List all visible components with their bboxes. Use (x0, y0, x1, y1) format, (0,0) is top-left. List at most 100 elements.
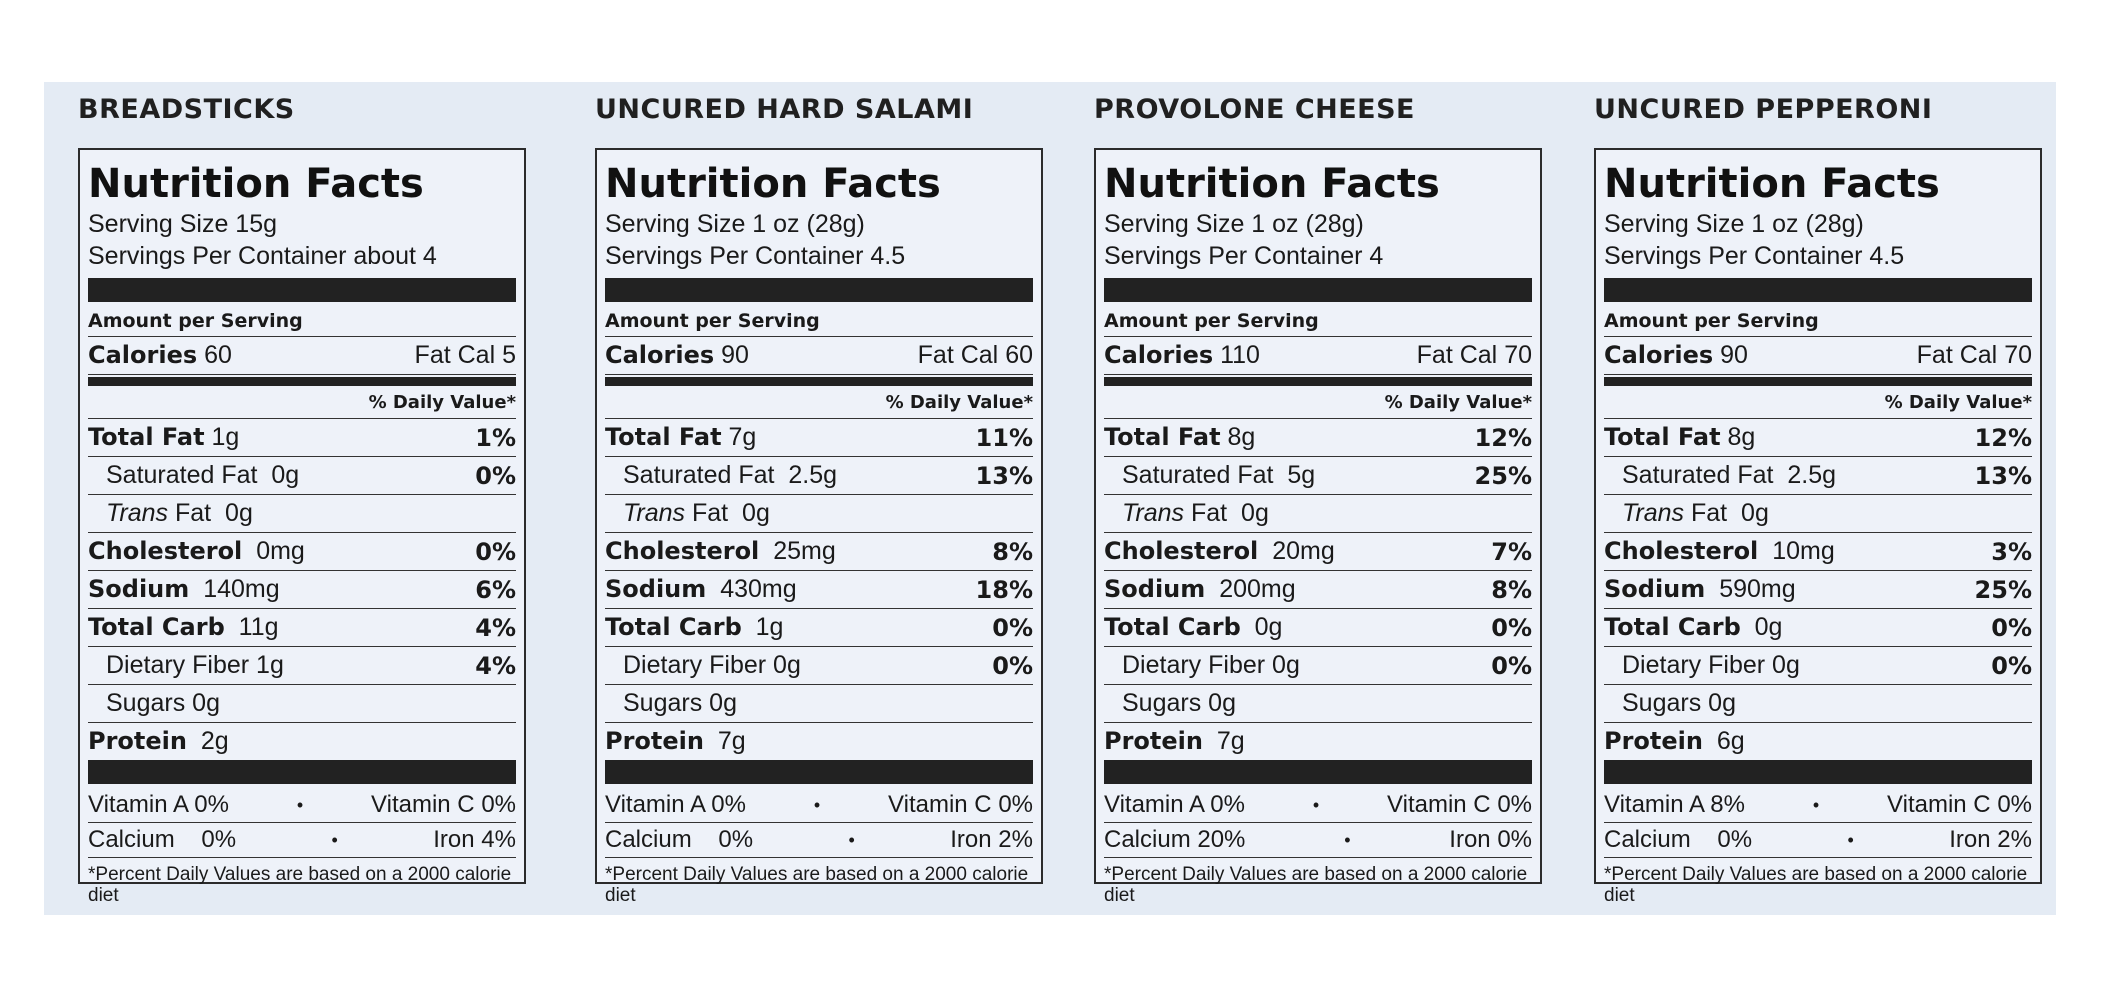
thick-divider (88, 278, 516, 302)
dietary-fiber-row: Dietary Fiber 1g 4% (88, 647, 516, 685)
total-fat-value: 8g (1727, 423, 1756, 451)
total-fat-value: 8g (1227, 423, 1256, 451)
thick-divider (88, 760, 516, 784)
trans-label: Trans (623, 499, 686, 527)
iron-value: 4% (481, 826, 516, 853)
thick-divider (1604, 278, 2032, 302)
cholesterol-row: Cholesterol 25mg 8% (605, 533, 1033, 571)
sodium-value: 140mg (203, 575, 280, 603)
calories-label: Calories (605, 341, 715, 369)
saturated-fat-value: 0g (271, 461, 300, 489)
cholesterol-value: 20mg (1272, 537, 1335, 565)
thick-divider (605, 278, 1033, 302)
sugars-label: Sugars (106, 689, 186, 717)
serving-size: Serving Size 15g (88, 210, 278, 238)
dietary-fiber-label: Dietary Fiber (1622, 651, 1766, 679)
sugars-label: Sugars (623, 689, 703, 717)
cholesterol-label: Cholesterol (1104, 537, 1259, 565)
sugars-row: Sugars 0g (1104, 685, 1532, 723)
nutrition-label-strip: BREADSTICKS Nutrition Facts Serving Size… (44, 82, 2056, 915)
minerals-row: Calcium 0% • Iron 2% (1604, 823, 2032, 858)
total-fat-pct: 1% (475, 423, 516, 452)
calcium-value: 0% (1717, 826, 1753, 853)
product-title: PROVOLONE CHEESE (1094, 94, 1416, 125)
cholesterol-pct: 7% (1491, 537, 1532, 566)
cholesterol-row: Cholesterol 10mg 3% (1604, 533, 2032, 571)
vitamin-c-label: Vitamin C (888, 791, 992, 818)
saturated-fat-row: Saturated Fat 2.5g 13% (605, 457, 1033, 495)
total-carb-value: 11g (238, 613, 279, 641)
total-fat-row: Total Fat 8g 12% (1104, 419, 1532, 457)
trans-label: Trans (1622, 499, 1685, 527)
nutrition-facts-heading: Nutrition Facts (1604, 161, 1940, 207)
total-carb-label: Total Carb (1604, 613, 1741, 641)
calcium-value: 20% (1197, 826, 1246, 853)
protein-label: Protein (1604, 727, 1703, 755)
cholesterol-label: Cholesterol (1604, 537, 1759, 565)
trans-label: Trans (106, 499, 169, 527)
protein-row: Protein 7g (1104, 723, 1532, 760)
footnote: *Percent Daily Values are based on a 200… (1104, 864, 1528, 906)
nutrition-facts-heading: Nutrition Facts (1104, 161, 1440, 207)
fat-cal-label: Fat Cal (1416, 341, 1498, 369)
protein-label: Protein (1104, 727, 1203, 755)
bullet-separator: • (296, 794, 304, 815)
trans-fat-label: Fat (685, 499, 729, 527)
vitamin-c-value: 0% (1497, 791, 1532, 818)
iron-label: Iron (1949, 826, 1991, 853)
cholesterol-value: 10mg (1772, 537, 1835, 565)
protein-row: Protein 6g (1604, 723, 2032, 760)
vitamin-c-value: 0% (1997, 791, 2032, 818)
iron-value: 2% (1997, 826, 2032, 853)
medium-divider (1604, 377, 2032, 386)
sugars-label: Sugars (1622, 689, 1702, 717)
product-title: UNCURED PEPPERONI (1594, 94, 1933, 125)
vitamin-c-value: 0% (481, 791, 516, 818)
vitamins-row: Vitamin A 0% • Vitamin C 0% (605, 788, 1033, 823)
trans-fat-label: Fat (168, 499, 212, 527)
bullet-separator: • (1812, 794, 1820, 815)
calories-row: Calories 60 Fat Cal 5 (88, 337, 516, 375)
fat-cal-value: 70 (1504, 341, 1532, 369)
cholesterol-pct: 8% (992, 537, 1033, 566)
protein-row: Protein 7g (605, 723, 1033, 760)
nutrition-facts-panel: Nutrition Facts Serving Size 1 oz (28g) … (595, 148, 1043, 906)
trans-fat-value: 0g (1741, 499, 1769, 527)
protein-value: 7g (1216, 727, 1245, 755)
dietary-fiber-value: 1g (256, 651, 284, 679)
sugars-value: 0g (1708, 689, 1736, 717)
calories-label: Calories (1604, 341, 1714, 369)
calcium-label: Calcium (605, 826, 692, 853)
amount-per-serving: Amount per Serving (88, 306, 516, 337)
nutrition-facts-panel: Nutrition Facts Serving Size 15g Serving… (78, 148, 526, 906)
bullet-separator: • (331, 829, 338, 850)
calories-row: Calories 90 Fat Cal 60 (605, 337, 1033, 375)
thick-divider (1604, 760, 2032, 784)
iron-value: 0% (1497, 826, 1532, 853)
saturated-fat-label: Saturated Fat (1122, 461, 1274, 489)
vitamin-a-label: Vitamin A (88, 791, 188, 818)
sodium-row: Sodium 200mg 8% (1104, 571, 1532, 609)
bullet-separator: • (1344, 829, 1351, 850)
sodium-pct: 6% (475, 575, 516, 604)
amount-per-serving: Amount per Serving (605, 306, 1033, 337)
total-fat-row: Total Fat 8g 12% (1604, 419, 2032, 457)
cholesterol-pct: 3% (1991, 537, 2032, 566)
iron-label: Iron (950, 826, 992, 853)
total-carb-value: 0g (1254, 613, 1283, 641)
nutrition-facts-heading: Nutrition Facts (88, 161, 424, 207)
protein-label: Protein (605, 727, 704, 755)
calcium-label: Calcium (88, 826, 175, 853)
dietary-fiber-label: Dietary Fiber (1122, 651, 1266, 679)
dietary-fiber-row: Dietary Fiber 0g 0% (1604, 647, 2032, 685)
total-fat-label: Total Fat (605, 423, 722, 451)
cholesterol-value: 0mg (256, 537, 305, 565)
saturated-fat-pct: 13% (1974, 461, 2032, 490)
total-carb-value: 0g (1754, 613, 1783, 641)
medium-divider (1104, 377, 1532, 386)
thick-divider (1104, 278, 1532, 302)
sodium-value: 430mg (720, 575, 797, 603)
medium-divider (88, 377, 516, 386)
vitamin-a-value: 0% (711, 791, 746, 818)
trans-fat-value: 0g (1241, 499, 1269, 527)
